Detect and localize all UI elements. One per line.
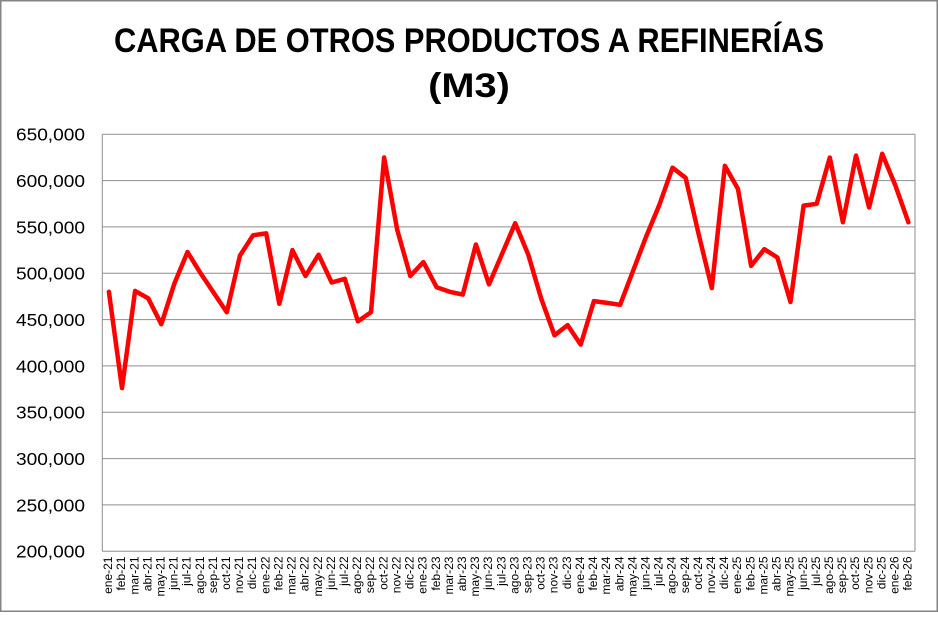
- svg-text:mar-21: mar-21: [127, 556, 141, 594]
- svg-text:nov-21: nov-21: [232, 556, 246, 593]
- svg-text:ene-23: ene-23: [416, 556, 430, 594]
- svg-text:feb-26: feb-26: [901, 556, 915, 590]
- svg-text:500,000: 500,000: [16, 263, 85, 283]
- svg-text:oct-21: oct-21: [219, 556, 233, 590]
- svg-text:nov-23: nov-23: [547, 556, 561, 593]
- svg-text:mar-22: mar-22: [285, 556, 299, 594]
- svg-text:feb-22: feb-22: [272, 556, 286, 590]
- svg-text:450,000: 450,000: [16, 310, 85, 330]
- svg-text:jun-23: jun-23: [481, 556, 495, 591]
- svg-text:feb-21: feb-21: [114, 556, 128, 590]
- svg-text:ago-24: ago-24: [665, 556, 679, 594]
- svg-text:abr-22: abr-22: [298, 556, 312, 591]
- svg-text:sep-22: sep-22: [363, 556, 377, 593]
- svg-text:abr-24: abr-24: [612, 556, 626, 591]
- svg-text:nov-24: nov-24: [704, 556, 718, 593]
- svg-text:jun-22: jun-22: [324, 556, 338, 591]
- svg-text:dic-24: dic-24: [717, 556, 731, 589]
- svg-text:oct-24: oct-24: [691, 556, 705, 590]
- svg-text:nov-25: nov-25: [861, 556, 875, 593]
- svg-text:ene-26: ene-26: [888, 556, 902, 594]
- svg-text:200,000: 200,000: [16, 541, 85, 561]
- svg-text:jun-25: jun-25: [796, 556, 810, 591]
- svg-text:sep-23: sep-23: [521, 556, 535, 593]
- svg-text:ago-21: ago-21: [193, 556, 207, 594]
- svg-text:feb-23: feb-23: [429, 556, 443, 590]
- svg-text:may-23: may-23: [468, 556, 482, 596]
- svg-text:may-21: may-21: [154, 556, 168, 596]
- svg-text:abr-25: abr-25: [770, 556, 784, 591]
- svg-text:350,000: 350,000: [16, 402, 85, 422]
- svg-text:nov-22: nov-22: [389, 556, 403, 593]
- svg-text:jul-21: jul-21: [180, 556, 194, 587]
- svg-text:CARGA DE OTROS PRODUCTOS A REF: CARGA DE OTROS PRODUCTOS A REFINERÍAS: [114, 21, 824, 60]
- svg-text:600,000: 600,000: [16, 171, 85, 191]
- svg-text:dic-22: dic-22: [403, 556, 417, 589]
- svg-text:may-22: may-22: [311, 556, 325, 596]
- svg-text:ene-22: ene-22: [258, 556, 272, 594]
- svg-text:dic-25: dic-25: [874, 556, 888, 589]
- svg-text:sep-21: sep-21: [206, 556, 220, 593]
- svg-text:oct-22: oct-22: [376, 556, 390, 590]
- svg-text:abr-21: abr-21: [140, 556, 154, 591]
- svg-text:(M3): (M3): [428, 67, 510, 105]
- svg-text:jun-21: jun-21: [167, 556, 181, 591]
- svg-text:oct-25: oct-25: [848, 556, 862, 590]
- svg-text:may-25: may-25: [783, 556, 797, 596]
- svg-text:400,000: 400,000: [16, 356, 85, 376]
- svg-text:jul-24: jul-24: [652, 556, 666, 587]
- svg-text:ago-22: ago-22: [350, 556, 364, 594]
- svg-text:jul-22: jul-22: [337, 556, 351, 587]
- svg-text:abr-23: abr-23: [455, 556, 469, 591]
- svg-text:feb-25: feb-25: [743, 556, 757, 590]
- svg-text:250,000: 250,000: [16, 495, 85, 515]
- svg-text:ene-24: ene-24: [573, 556, 587, 594]
- svg-text:dic-21: dic-21: [245, 556, 259, 589]
- svg-text:ago-25: ago-25: [822, 556, 836, 594]
- svg-text:ene-21: ene-21: [101, 556, 115, 594]
- svg-text:mar-25: mar-25: [757, 556, 771, 594]
- svg-text:ago-23: ago-23: [507, 556, 521, 594]
- svg-text:550,000: 550,000: [16, 217, 85, 237]
- svg-text:sep-24: sep-24: [678, 556, 692, 593]
- svg-text:650,000: 650,000: [16, 124, 85, 144]
- svg-text:mar-24: mar-24: [599, 556, 613, 594]
- svg-text:feb-24: feb-24: [586, 556, 600, 590]
- svg-text:dic-23: dic-23: [560, 556, 574, 589]
- svg-text:sep-25: sep-25: [835, 556, 849, 593]
- svg-text:300,000: 300,000: [16, 449, 85, 469]
- svg-text:jul-25: jul-25: [809, 556, 823, 587]
- svg-text:jun-24: jun-24: [639, 556, 653, 591]
- svg-text:mar-23: mar-23: [442, 556, 456, 594]
- svg-text:may-24: may-24: [625, 556, 639, 596]
- svg-text:oct-23: oct-23: [534, 556, 548, 590]
- svg-text:jul-23: jul-23: [494, 556, 508, 587]
- svg-text:ene-25: ene-25: [730, 556, 744, 594]
